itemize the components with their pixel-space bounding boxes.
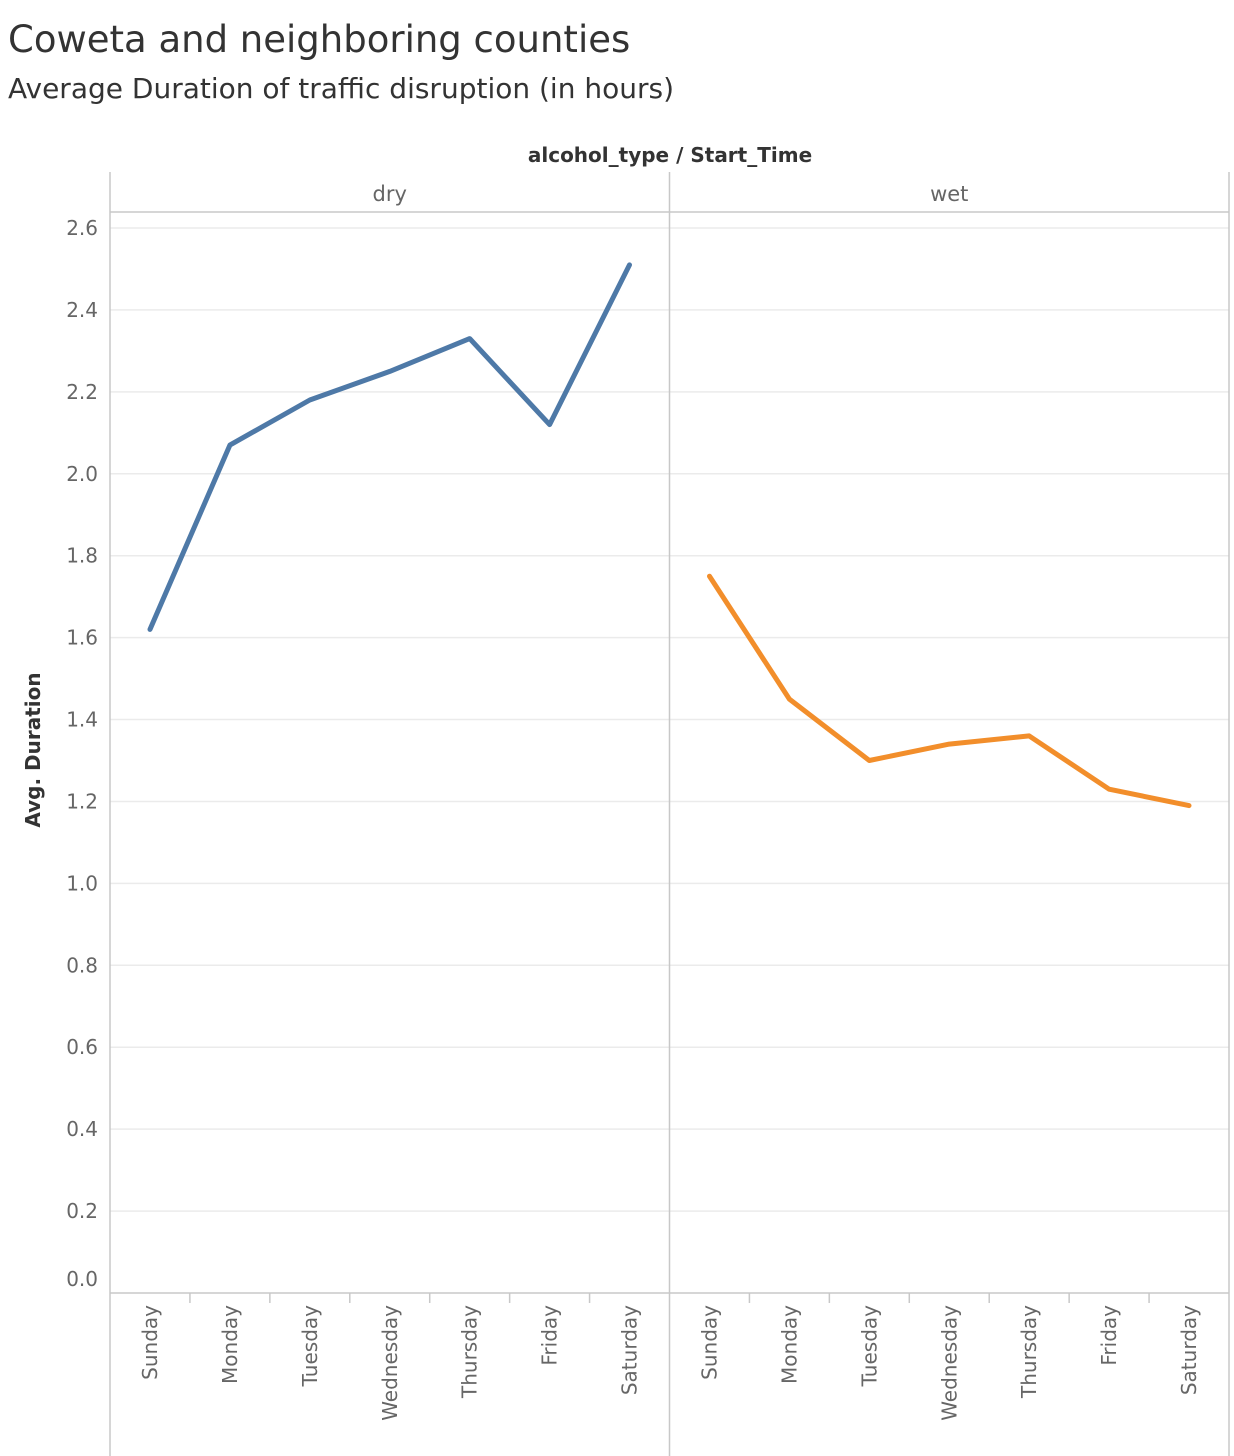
series-line-dry	[147, 262, 632, 632]
y-tick-label: 1.2	[66, 789, 98, 813]
label-layer: alcohol_type / Start_Time Avg. Duration …	[21, 143, 1201, 1421]
y-tick-label: 2.4	[66, 298, 98, 322]
series-line-wet	[707, 573, 1192, 809]
chart-title: Coweta and neighboring counties	[8, 18, 631, 61]
series-layer	[147, 262, 1192, 809]
y-tick-label: 1.6	[66, 626, 98, 650]
x-tick-label: Saturday	[1177, 1305, 1201, 1395]
y-tick-label: 0.0	[66, 1267, 98, 1291]
y-axis-title: Avg. Duration	[21, 672, 45, 827]
frame-layer	[109, 172, 1230, 1456]
y-tick-label: 2.0	[66, 462, 98, 486]
x-tick-label: Friday	[1097, 1305, 1121, 1366]
y-tick-label: 0.2	[66, 1199, 98, 1223]
x-tick-label: Tuesday	[298, 1305, 322, 1388]
x-tick-label: Thursday	[458, 1305, 482, 1399]
x-tick-label: Sunday	[697, 1305, 721, 1380]
x-tick-label: Monday	[218, 1305, 242, 1384]
y-tick-label: 0.4	[66, 1117, 98, 1141]
x-tick-label: Saturday	[618, 1305, 642, 1395]
x-tick-label: Friday	[538, 1305, 562, 1366]
x-tick-label: Thursday	[1017, 1305, 1041, 1399]
column-header: alcohol_type / Start_Time	[528, 143, 812, 167]
panel-header-dry: dry	[373, 182, 407, 206]
y-tick-label: 1.0	[66, 871, 98, 895]
x-tick-label: Wednesday	[937, 1305, 961, 1421]
y-tick-label: 1.8	[66, 544, 98, 568]
x-tick-label: Monday	[777, 1305, 801, 1384]
x-tick-label: Tuesday	[857, 1305, 881, 1388]
y-tick-label: 1.4	[66, 708, 98, 732]
panel-header-wet: wet	[930, 182, 968, 206]
y-tick-label: 0.6	[66, 1035, 98, 1059]
x-tick-label: Wednesday	[378, 1305, 402, 1421]
x-tick-label: Sunday	[138, 1305, 162, 1380]
y-tick-label: 0.8	[66, 953, 98, 977]
y-tick-label: 2.6	[66, 216, 98, 240]
chart-subtitle: Average Duration of traffic disruption (…	[8, 72, 674, 105]
y-tick-label: 2.2	[66, 380, 98, 404]
